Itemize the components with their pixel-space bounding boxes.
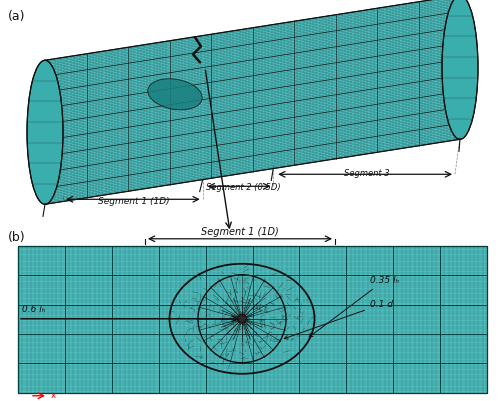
Text: Segment 2 (0.5D): Segment 2 (0.5D) xyxy=(206,183,281,192)
Polygon shape xyxy=(45,0,460,204)
Text: 0.1 d: 0.1 d xyxy=(284,300,393,339)
Ellipse shape xyxy=(238,314,246,323)
Text: (b): (b) xyxy=(8,231,25,244)
Text: Segment 1 (1D): Segment 1 (1D) xyxy=(98,197,170,206)
Ellipse shape xyxy=(148,79,202,110)
Text: 0.35 lₕ: 0.35 lₕ xyxy=(309,276,399,337)
Bar xyxy=(18,246,487,393)
Ellipse shape xyxy=(27,60,63,204)
Text: 0.6 lₕ: 0.6 lₕ xyxy=(22,305,46,314)
Ellipse shape xyxy=(442,0,478,139)
Text: Segment 1 (1D): Segment 1 (1D) xyxy=(201,227,279,237)
Text: Segment 3: Segment 3 xyxy=(344,169,390,178)
Text: x: x xyxy=(51,391,56,400)
Text: (a): (a) xyxy=(8,10,25,23)
